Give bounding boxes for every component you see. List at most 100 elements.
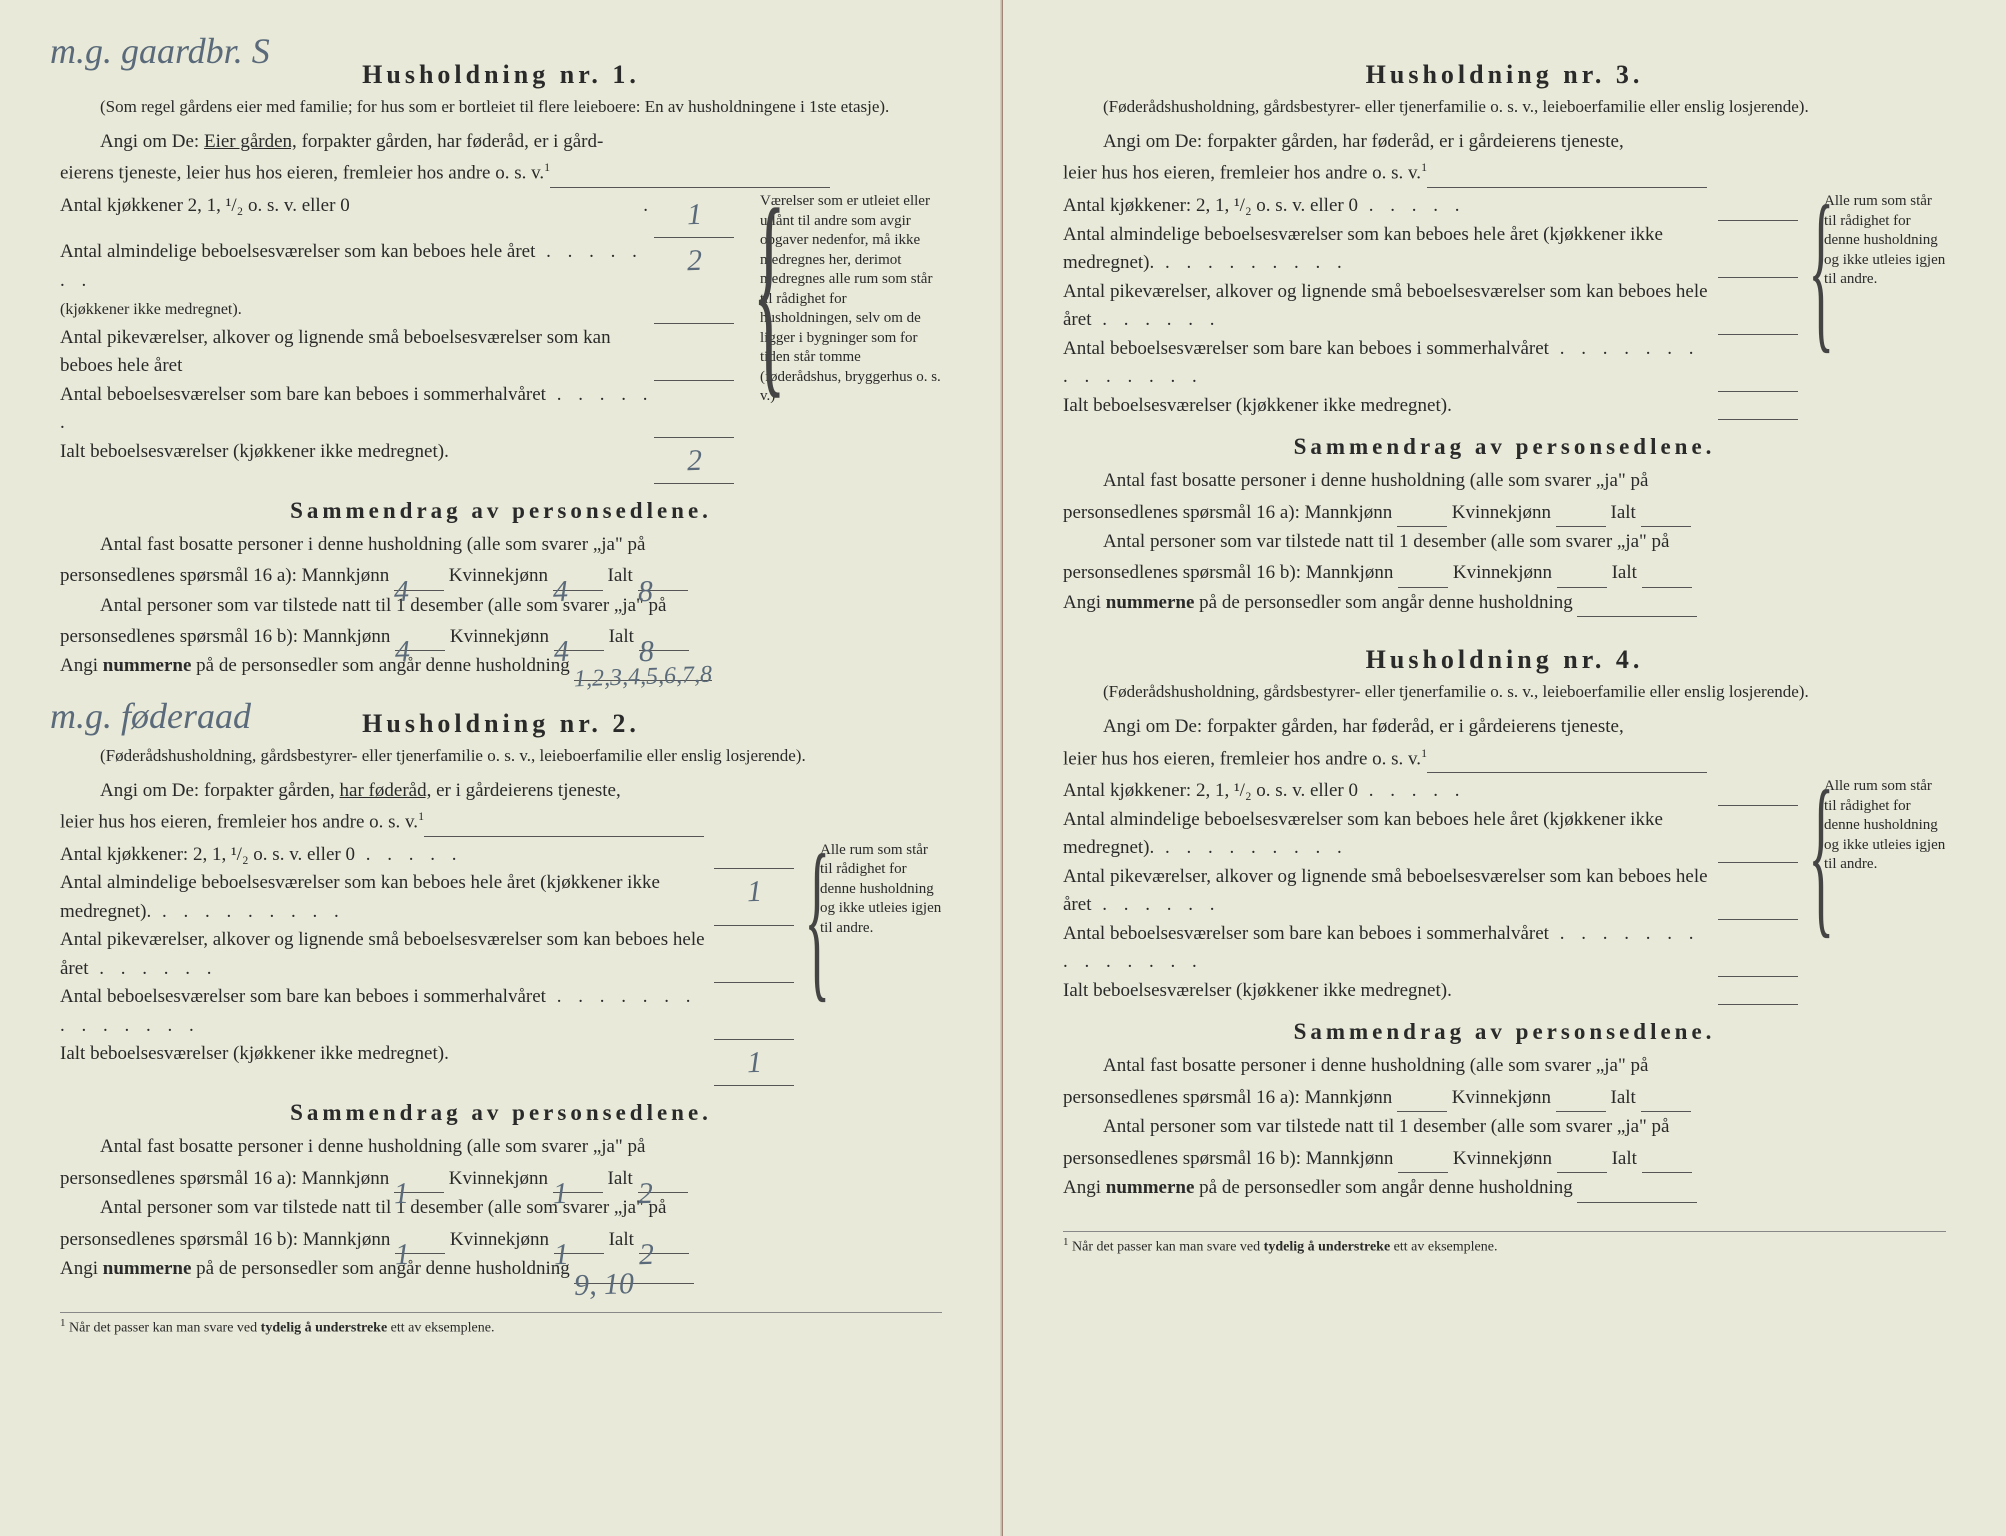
- kitchen-value-3: [1718, 192, 1798, 221]
- brace-icon-4: {: [1808, 777, 1834, 930]
- p16a-h4-line2: personsedlenes spørsmål 16 a): Mannkjønn…: [1063, 1083, 1946, 1112]
- kitchen-row-3: Antal kjøkkener: 2, 1, ¹/₂ o. s. v. elle…: [1063, 192, 1798, 221]
- a1-label-3: Antal almindelige beboelsesværelser som …: [1063, 221, 1718, 278]
- p16a-h3-line2: personsedlenes spørsmål 16 a): Mannkjønn…: [1063, 498, 1946, 527]
- p16b-k-blank-3: [1557, 566, 1607, 588]
- p16b-i-blank-3: [1642, 566, 1692, 588]
- dots: . . . . .: [355, 844, 463, 865]
- dots: . . . . . .: [1091, 309, 1220, 330]
- brace-icon-3: {: [1808, 192, 1834, 345]
- a3-text-4: Antal beboelsesværelser som bare kan beb…: [1063, 923, 1549, 944]
- household-4: Husholdning nr. 4. (Føderådshusholdning,…: [1063, 645, 1946, 1202]
- right-page: Husholdning nr. 3. (Føderådshusholdning,…: [1003, 0, 2006, 1536]
- rooms-left-col-4: Antal kjøkkener: 2, 1, ¹/₂ o. s. v. elle…: [1063, 777, 1798, 1005]
- rooms-value-2-2: [714, 926, 794, 983]
- footnote-text-left: Når det passer kan man svare ved: [69, 1320, 261, 1335]
- ialt-value-4: [1718, 977, 1798, 1006]
- ialt-value: 2: [654, 438, 734, 484]
- p16a-m: 4: [393, 568, 410, 615]
- ialt-row-3: Ialt beboelsesværelser (kjøkkener ikke m…: [1063, 392, 1798, 421]
- p16b-h4-line1: Antal personer som var tilstede natt til…: [1063, 1112, 1946, 1141]
- side-note-1: { Værelser som er utleiet eller utlånt t…: [752, 192, 942, 407]
- numm-val-1: 1,2,3,4,5,6,7,8: [574, 656, 713, 698]
- rooms-value-4-3: [1718, 920, 1798, 977]
- p16b-k-blank: 4: [554, 629, 604, 651]
- rooms-value-3-3: [1718, 335, 1798, 392]
- rooms-block-3: Antal kjøkkener: 2, 1, ¹/₂ o. s. v. elle…: [1063, 192, 1946, 420]
- numm-val-2: 9, 10: [574, 1261, 636, 1310]
- note-text-4: Alle rum som står til rådighet for denne…: [1824, 778, 1945, 872]
- p16a-k-2: 1: [552, 1171, 569, 1218]
- ialt-label-h4b: Ialt: [1612, 1148, 1637, 1169]
- ialt-label-h3: Ialt beboelsesværelser (kjøkkener ikke m…: [1063, 392, 1718, 421]
- ialt-label-h2: Ialt: [608, 1168, 633, 1189]
- angi-rest2-h2: leier hus hos eieren, fremleier hos andr…: [60, 812, 418, 833]
- a1-text: Antal almindelige beboelsesværelser som …: [60, 241, 535, 262]
- numm-rest: på de personsedler som angår denne husho…: [191, 655, 574, 676]
- blank-h2: [424, 815, 704, 837]
- side-note-4: { Alle rum som står til rådighet for den…: [1816, 777, 1946, 875]
- a3-label-2: Antal beboelsesværelser som bare kan beb…: [60, 983, 714, 1040]
- ialt-value-2: 1: [714, 1040, 794, 1086]
- rooms-row-4-1: Antal almindelige beboelsesværelser som …: [1063, 806, 1798, 863]
- a1-label-2: Antal almindelige beboelsesværelser som …: [60, 869, 714, 926]
- p16b-label-h3: personsedlenes spørsmål 16 b): Mannkjønn: [1063, 562, 1393, 583]
- p16b-m-blank-3: [1398, 566, 1448, 588]
- note-text-2: Alle rum som står til rådighet for denne…: [820, 842, 941, 936]
- angi-prefix: Angi om De:: [100, 131, 199, 152]
- kitchen-label: Antal kjøkkener 2, 1, ¹/₂ o. s. v. eller…: [60, 192, 643, 238]
- rooms-label-1: Antal almindelige beboelsesværelser som …: [60, 238, 654, 324]
- rooms-value-2-1: 1: [714, 869, 794, 926]
- a1-handval: 2: [686, 238, 703, 283]
- blank-line: [550, 166, 830, 188]
- p16b-h4-line2: personsedlenes spørsmål 16 b): Mannkjønn…: [1063, 1144, 1946, 1173]
- left-page: m.g. gaardbr. S Husholdning nr. 1. (Som …: [0, 0, 1003, 1536]
- household-3-title: Husholdning nr. 3.: [1063, 60, 1946, 90]
- rooms-value-4-1: [1718, 806, 1798, 863]
- angi-rest-text: forpakter gården, har føderåd, er i gård…: [302, 131, 604, 152]
- brace-icon-2: {: [804, 841, 830, 994]
- footnote-num: 1: [60, 1317, 66, 1329]
- p16b-m-blank-4: [1398, 1151, 1448, 1173]
- p16b-label-h2: personsedlenes spørsmål 16 b): Mannkjønn: [60, 1229, 390, 1250]
- kvinn-label: Kvinnekjønn: [449, 565, 548, 586]
- ialt-label-h4: Ialt beboelsesværelser (kjøkkener ikke m…: [1063, 977, 1718, 1006]
- eier-garden-underlined: Eier gården,: [204, 131, 297, 152]
- household-2: Husholdning nr. 2. (Føderådshusholdning,…: [60, 709, 942, 1284]
- p16b-label: personsedlenes spørsmål 16 b): Mannkjønn: [60, 626, 390, 647]
- kitchen-value: 1: [654, 192, 734, 238]
- nummerne-bold-2: nummerne: [103, 1258, 192, 1279]
- p16b-line2: personsedlenes spørsmål 16 b): Mannkjønn…: [60, 622, 942, 651]
- kitchen-row-2: Antal kjøkkener: 2, 1, ¹/₂ o. s. v. elle…: [60, 841, 794, 870]
- numm-rest-3: på de personsedler som angår denne husho…: [1194, 592, 1577, 613]
- p16a-line1: Antal fast bosatte personer i denne hush…: [60, 530, 942, 559]
- a1-hv-2: 1: [746, 869, 763, 914]
- dots: . . . . . . . . .: [1154, 252, 1348, 273]
- rooms-value-1: 2: [654, 238, 734, 324]
- ialt-label: Ialt beboelsesværelser (kjøkkener ikke m…: [60, 438, 654, 484]
- p16b-m-2: 1: [394, 1232, 411, 1279]
- rooms-block-2: Antal kjøkkener: 2, 1, ¹/₂ o. s. v. elle…: [60, 841, 942, 1087]
- p16a-h3-line1: Antal fast bosatte personer i denne hush…: [1063, 466, 1946, 495]
- numm-rest-2: på de personsedler som angår denne husho…: [191, 1258, 574, 1279]
- nummerne-bold: nummerne: [103, 655, 192, 676]
- angi-line-1: Angi om De: Eier gården, forpakter gårde…: [60, 127, 942, 156]
- side-note-3: { Alle rum som står til rådighet for den…: [1816, 192, 1946, 290]
- angi-word-3: Angi: [1063, 592, 1106, 613]
- numm-blank-4: [1577, 1181, 1697, 1203]
- ialt-label-3: Ialt: [609, 626, 634, 647]
- numm-blank-2: 9, 10: [574, 1262, 694, 1284]
- sammendrag-2-title: Sammendrag av personsedlene.: [60, 1100, 942, 1126]
- a3-label-4: Antal beboelsesværelser som bare kan beb…: [1063, 920, 1718, 977]
- a3-text: Antal beboelsesværelser som bare kan beb…: [60, 384, 546, 405]
- numm-blank-1: 1,2,3,4,5,6,7,8: [574, 659, 712, 681]
- angi-text-h2: forpakter gården,: [204, 780, 340, 801]
- household-1-subtitle: (Som regel gårdens eier med familie; for…: [60, 96, 942, 119]
- kitchen-row: Antal kjøkkener 2, 1, ¹/₂ o. s. v. eller…: [60, 192, 734, 238]
- p16a-m-blank-2: 1: [394, 1171, 444, 1193]
- tydelig-bold-r: tydelig å understreke: [1264, 1239, 1391, 1254]
- numm-line-1: Angi nummerne på de personsedler som ang…: [60, 651, 942, 680]
- kitchen-value-4: [1718, 777, 1798, 806]
- kvinn-label-h2b: Kvinnekjønn: [450, 1229, 549, 1250]
- dots: . . . . . . . . .: [1154, 837, 1348, 858]
